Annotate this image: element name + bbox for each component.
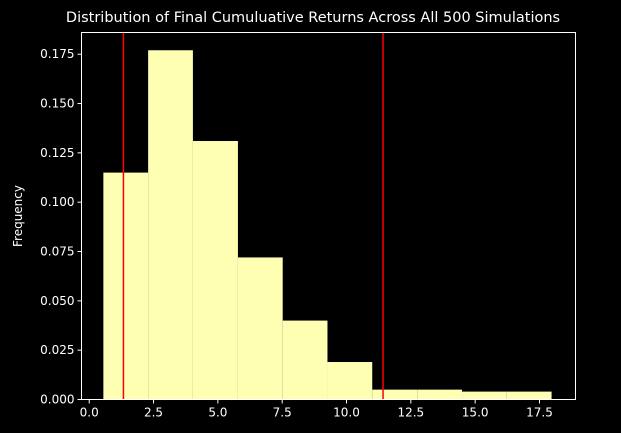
plot-frame <box>81 32 576 400</box>
reference-lines-group <box>122 32 384 400</box>
y-axis: 0.000 0.025 0.050 0.075 0.100 0.125 0.150 0.175 <box>40 47 82 407</box>
histogram-bar-7 <box>372 389 418 400</box>
y-tick-label: 0.050 <box>40 294 74 308</box>
x-tick-label: 10.0 <box>333 406 360 420</box>
y-tick-label: 0.025 <box>40 343 74 357</box>
y-tick-label: 0.175 <box>40 47 74 61</box>
x-tick-label: 5.0 <box>208 406 227 420</box>
chart-title: Distribution of Final Cumuluative Return… <box>66 10 560 26</box>
y-tick-label: 0.075 <box>40 245 74 259</box>
x-tick-label: 7.5 <box>273 406 292 420</box>
histogram-bar-6 <box>327 362 373 400</box>
y-tick-label: 0.000 <box>40 393 74 407</box>
y-tick-label: 0.125 <box>40 146 74 160</box>
histogram-bar-5 <box>282 320 328 400</box>
x-tick-label: 0.0 <box>80 406 99 420</box>
y-tick-label: 0.100 <box>40 195 74 209</box>
y-axis-label: Frequency <box>11 185 25 247</box>
histogram-bar-1 <box>103 172 149 400</box>
bars-group <box>103 50 552 400</box>
histogram-bar-3 <box>192 141 238 400</box>
x-tick-label: 12.5 <box>397 406 424 420</box>
histogram-bar-2 <box>148 50 193 400</box>
histogram-bar-8 <box>417 389 463 400</box>
histogram-bar-10 <box>506 391 552 400</box>
x-tick-label: 17.5 <box>526 406 553 420</box>
x-axis: 0.0 2.5 5.0 7.5 10.0 12.5 15.0 17.5 <box>80 399 553 420</box>
histogram-bar-4 <box>237 257 283 400</box>
x-tick-label: 15.0 <box>462 406 489 420</box>
x-tick-label: 2.5 <box>144 406 163 420</box>
y-tick-label: 0.150 <box>40 97 74 111</box>
histogram-bar-9 <box>462 391 507 400</box>
